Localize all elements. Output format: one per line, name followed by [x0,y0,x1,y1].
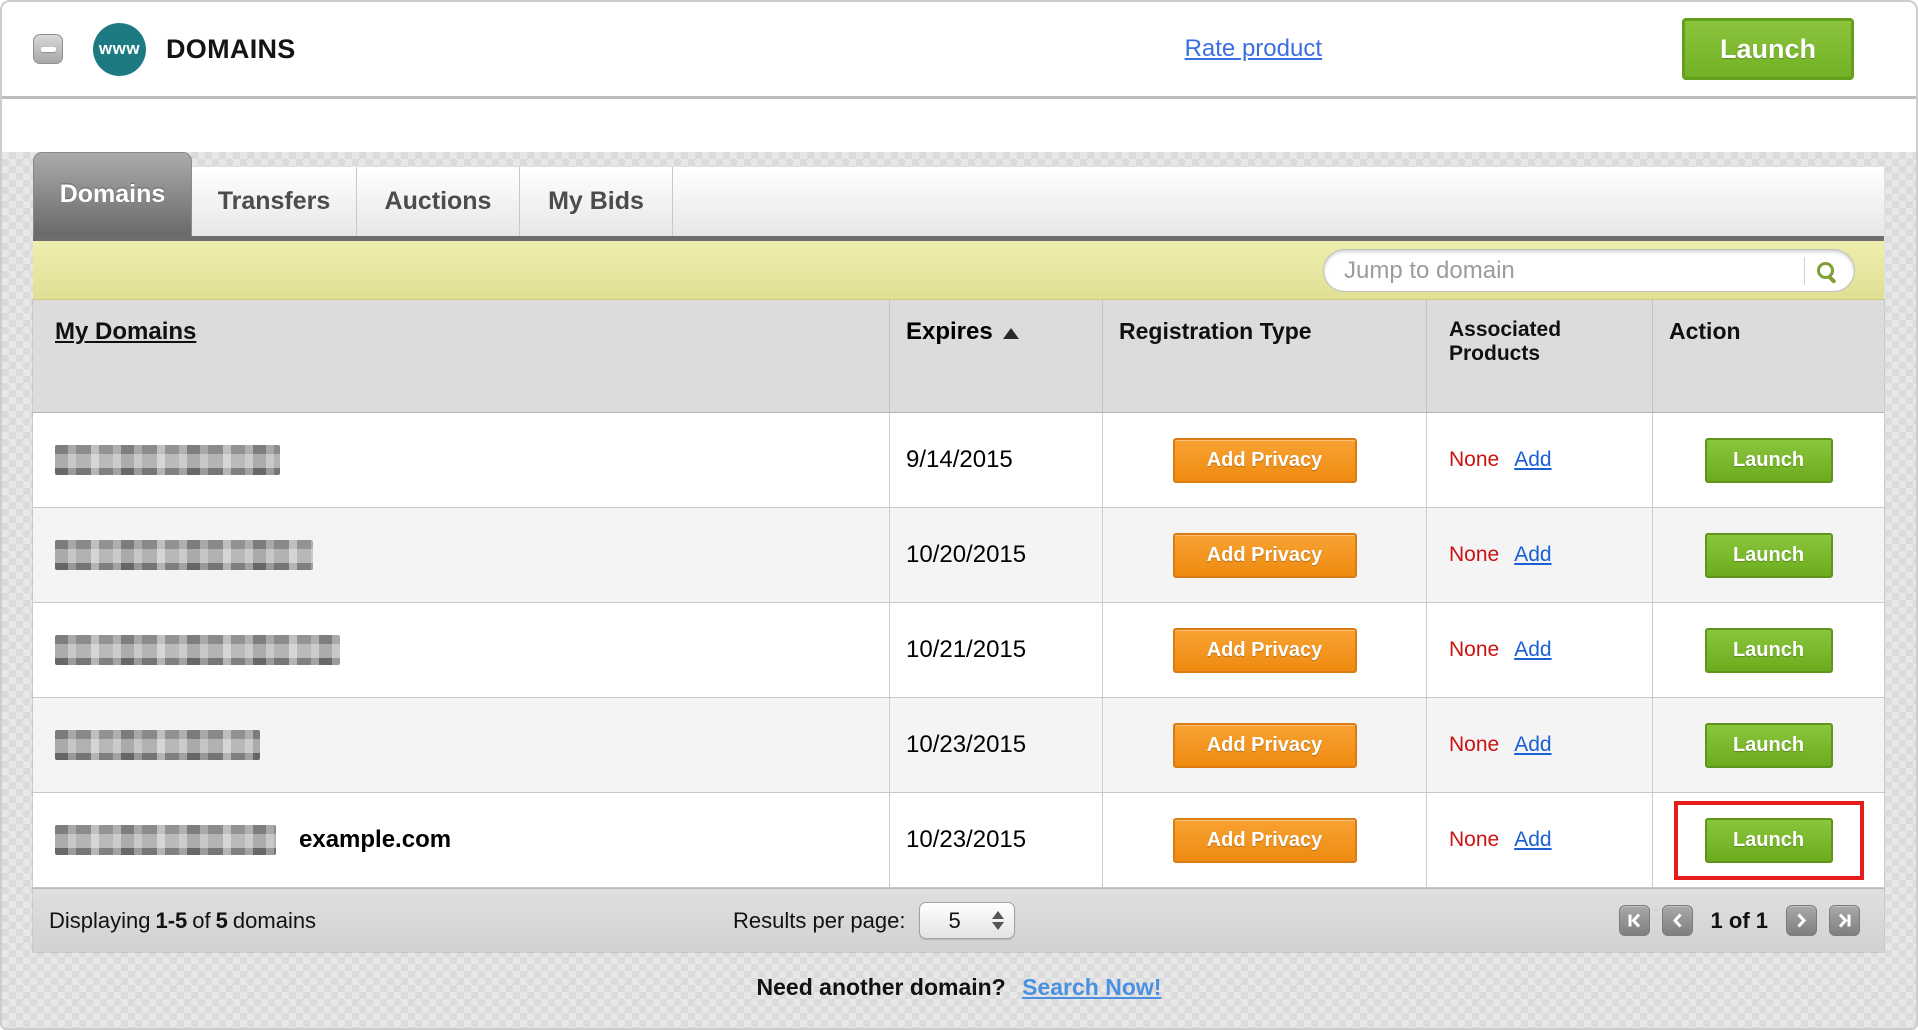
search-icon[interactable] [1817,262,1834,279]
last-page-button[interactable] [1829,905,1860,936]
expires-label: Expires [906,318,993,345]
associated-none-label: None [1449,733,1500,756]
next-page-icon [1797,913,1807,928]
row-launch-button[interactable]: Launch [1704,532,1833,578]
redacted-domain-name[interactable] [55,445,280,475]
results-per-page-value: 5 [948,907,961,933]
column-header-associated-products: Associated Products [1427,300,1653,412]
jump-to-domain-input[interactable] [1344,256,1796,285]
search-now-link[interactable]: Search Now! [1022,974,1162,1000]
tab-domains[interactable]: Domains [33,152,192,236]
rate-product-link[interactable]: Rate product [1184,35,1322,62]
tab-strip: Transfers Auctions My Bids [192,167,1884,236]
expires-cell: 10/20/2015 [890,508,1103,602]
expires-cell: 10/21/2015 [890,603,1103,697]
next-page-button[interactable] [1786,905,1817,936]
expires-cell: 10/23/2015 [890,793,1103,887]
my-domains-sort-link[interactable]: My Domains [55,318,197,345]
associated-none-label: None [1449,638,1500,661]
results-per-page-select[interactable]: 5 [919,902,1016,939]
search-divider [1804,256,1805,285]
redacted-domain-name[interactable] [55,540,313,570]
tab-my-bids[interactable]: My Bids [520,167,673,236]
page-status: 1 of 1 [1710,907,1768,933]
domains-table: My Domains Expires Registration Type Ass… [33,300,1884,952]
header-launch-button[interactable]: Launch [1682,18,1854,80]
associated-add-link[interactable]: Add [1514,448,1552,471]
last-page-icon [1838,913,1851,928]
expires-cell: 9/14/2015 [890,413,1103,507]
row-launch-button[interactable]: Launch [1704,437,1833,483]
table-row: 10/23/2015 Add Privacy None Add Launch [33,698,1884,793]
content-area: Domains Transfers Auctions My Bids My Do… [2,152,1916,1028]
add-privacy-button[interactable]: Add Privacy [1172,817,1357,863]
highlight-annotation-box: Launch [1673,800,1864,880]
table-row: 9/14/2015 Add Privacy None Add Launch [33,413,1884,508]
domains-word: domains [232,907,317,933]
redacted-domain-name[interactable] [55,635,340,665]
results-per-page-label: Results per page: [733,907,906,933]
first-page-icon [1628,913,1640,928]
associated-add-link[interactable]: Add [1514,733,1552,756]
table-row-example: example.com 10/23/2015 Add Privacy None … [33,793,1884,888]
pagination: 1 of 1 [1618,905,1860,936]
column-header-my-domains: My Domains [33,300,890,412]
associated-none-label: None [1449,828,1500,851]
add-privacy-button[interactable]: Add Privacy [1172,437,1357,483]
row-launch-button[interactable]: Launch [1704,627,1833,673]
page-title: DOMAINS [166,33,296,64]
tab-auctions[interactable]: Auctions [357,167,520,236]
search-bar [33,241,1884,300]
add-privacy-button[interactable]: Add Privacy [1172,532,1357,578]
associated-none-label: None [1449,543,1500,566]
sort-ascending-icon [1002,328,1019,339]
displaying-status: Displaying 1-5 of 5 domains [49,908,321,934]
collapse-button[interactable] [33,34,63,64]
need-domain-question: Need another domain? [756,974,1006,1000]
column-header-expires[interactable]: Expires [890,300,1103,412]
row-launch-button[interactable]: Launch [1704,722,1833,768]
search-box [1323,249,1855,292]
add-privacy-button[interactable]: Add Privacy [1172,627,1357,673]
total-count: 5 [215,907,228,933]
table-row: 10/21/2015 Add Privacy None Add Launch [33,603,1884,698]
previous-page-icon [1672,913,1682,928]
tabbar: Domains Transfers Auctions My Bids [33,152,1884,236]
highlighted-launch-button[interactable]: Launch [1704,817,1833,863]
associated-none-label: None [1449,448,1500,471]
www-logo-icon: www [93,22,146,76]
associated-add-link[interactable]: Add [1514,638,1552,661]
of-word: of [192,907,211,933]
associated-add-link[interactable]: Add [1514,543,1552,566]
table-row: 10/20/2015 Add Privacy None Add Launch [33,508,1884,603]
results-per-page: Results per page: 5 [733,902,1016,939]
select-stepper-icon [992,911,1005,930]
displaying-range: 1-5 [155,907,188,933]
add-privacy-button[interactable]: Add Privacy [1172,722,1357,768]
column-header-action: Action [1669,318,1741,344]
first-page-button[interactable] [1618,905,1650,936]
previous-page-button[interactable] [1661,905,1693,936]
minus-icon [40,46,56,52]
expires-cell: 10/23/2015 [890,698,1103,792]
displaying-word: Displaying [49,907,151,933]
tab-transfers[interactable]: Transfers [192,167,357,236]
redacted-domain-name[interactable] [55,730,260,760]
example-domain-label: example.com [299,826,452,853]
redacted-domain-name[interactable] [55,825,276,855]
column-header-registration-type: Registration Type [1103,300,1427,412]
table-header-row: My Domains Expires Registration Type Ass… [33,300,1884,413]
tab-underline [33,236,1884,241]
app-header: www DOMAINS Rate product Launch [2,2,1916,99]
table-body: 9/14/2015 Add Privacy None Add Launch 10… [33,413,1884,888]
associated-add-link[interactable]: Add [1514,828,1552,851]
table-footer: Displaying 1-5 of 5 domains Results per page… [33,888,1884,952]
need-domain-note: Need another domain? Search Now! [2,974,1916,1001]
